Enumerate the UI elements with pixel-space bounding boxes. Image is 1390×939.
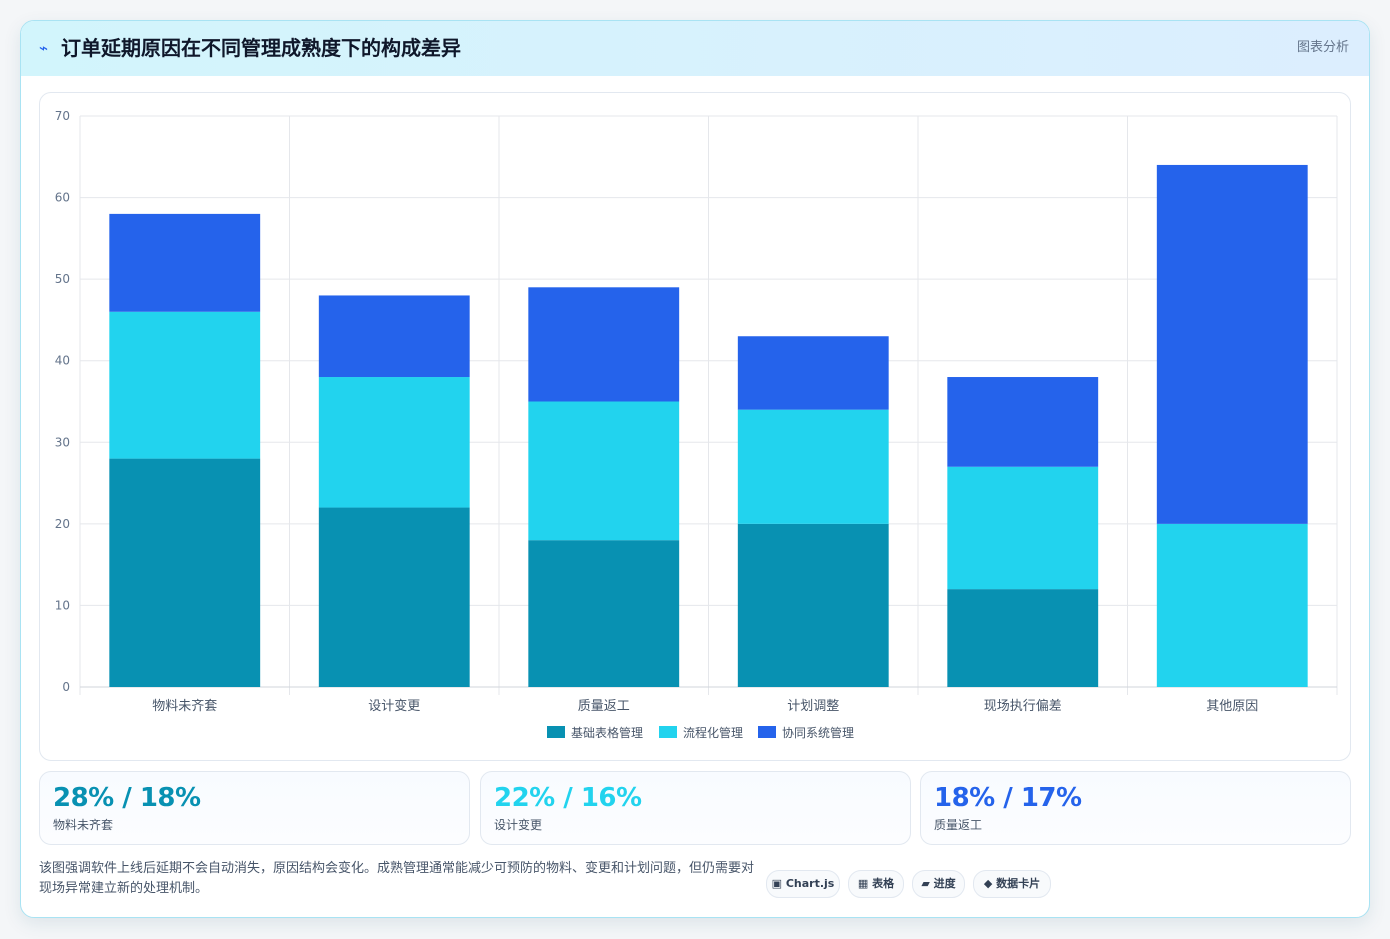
legend-swatch — [659, 726, 677, 738]
stat-value: 22% / 16% — [494, 783, 642, 813]
bar-segment — [737, 409, 889, 524]
bar-segment — [1156, 164, 1308, 524]
legend-swatch — [547, 726, 565, 738]
bar-segment — [318, 377, 470, 508]
stat-value: 18% / 17% — [934, 783, 1082, 813]
stat-value: 28% / 18% — [53, 783, 201, 813]
bar-segment — [109, 458, 261, 687]
bar-segment — [528, 540, 680, 687]
stat-label: 质量返工 — [934, 818, 983, 832]
pill-progress[interactable]: ▰ 进度 — [912, 870, 965, 898]
x-tick-label: 设计变更 — [368, 698, 420, 714]
bar-segment — [109, 213, 261, 312]
y-tick-label: 70 — [55, 109, 70, 123]
panel-header: ⌁ 订单延期原因在不同管理成熟度下的构成差异 图表分析 — [21, 21, 1369, 76]
bar-segment — [947, 466, 1099, 590]
y-tick-label: 30 — [55, 435, 70, 449]
y-tick-label: 40 — [55, 354, 70, 368]
y-tick-label: 0 — [62, 680, 70, 694]
y-tick-label: 60 — [55, 191, 70, 205]
page-title: 订单延期原因在不同管理成熟度下的构成差异 — [61, 36, 461, 60]
bar-segment — [947, 589, 1099, 687]
legend-label: 基础表格管理 — [571, 725, 643, 740]
chart-card: 0 10 20 30 40 50 60 70 物料未齐套 设计变更 质量返工 计划调整 现场执行偏差 其他… — [39, 92, 1351, 761]
pill-table[interactable]: ▦ 表格 — [848, 870, 904, 898]
bar-segment — [528, 401, 680, 541]
x-tick-label: 物料未齐套 — [152, 698, 217, 714]
bar-segment — [109, 311, 261, 459]
bar-segment — [947, 377, 1099, 467]
chart-panel: ⌁ 订单延期原因在不同管理成熟度下的构成差异 图表分析 0 10 20 30 40 50 6… — [20, 20, 1370, 918]
bar-segment — [737, 523, 889, 687]
stat-card-1: 22% / 16% 设计变更 — [480, 771, 911, 845]
pill-data-card[interactable]: ◆ 数据卡片 — [973, 870, 1051, 898]
x-tick-label: 其他原因 — [1206, 699, 1258, 714]
y-tick-label: 10 — [55, 598, 70, 612]
x-tick-label: 现场执行偏差 — [984, 699, 1062, 714]
lightning-icon: ⌁ — [39, 39, 49, 57]
stacked-bar-chart: 0 10 20 30 40 50 60 70 物料未齐套 设计变更 质量返工 计划调整 现场执行偏差 其他… — [55, 109, 1338, 740]
stat-card-2: 18% / 17% 质量返工 — [920, 771, 1351, 845]
stat-label: 物料未齐套 — [53, 818, 114, 832]
bar-segment — [318, 507, 470, 687]
legend-swatch — [758, 726, 776, 738]
stat-card-0: 28% / 18% 物料未齐套 — [39, 771, 470, 845]
header-tag: 图表分析 — [1296, 40, 1349, 55]
y-tick-label: 20 — [55, 517, 70, 531]
bar-segment — [528, 287, 680, 402]
bar-segment — [1156, 523, 1308, 687]
stat-label: 设计变更 — [494, 818, 543, 832]
legend-label: 协同系统管理 — [782, 725, 854, 740]
pill-chartjs[interactable]: ▣ Chart.js — [766, 870, 840, 898]
x-tick-label: 计划调整 — [787, 699, 839, 714]
chart-note: 该图强调软件上线后延期不会自动消失，原因结构会变化。成熟管理通常能减少可预防的物… — [39, 861, 755, 896]
y-tick-label: 50 — [55, 272, 70, 286]
legend-label: 流程化管理 — [683, 725, 743, 740]
bar-segment — [318, 295, 470, 378]
bar-segment — [737, 336, 889, 410]
x-tick-label: 质量返工 — [578, 699, 630, 714]
